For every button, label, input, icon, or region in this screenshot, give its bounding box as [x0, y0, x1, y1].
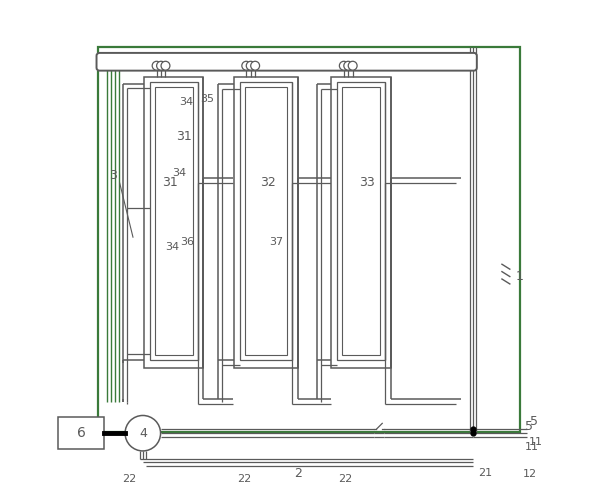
Text: 22: 22 — [122, 474, 136, 484]
Text: 4: 4 — [139, 427, 147, 440]
Text: 31: 31 — [162, 176, 178, 190]
Text: 1: 1 — [516, 270, 524, 283]
Text: 2: 2 — [294, 467, 302, 480]
Text: 11: 11 — [529, 437, 542, 447]
Bar — [245, 87, 287, 355]
Text: 22: 22 — [237, 474, 251, 484]
Text: 36: 36 — [180, 237, 194, 247]
Text: 11: 11 — [524, 442, 539, 452]
Text: 33: 33 — [359, 176, 375, 190]
Circle shape — [348, 61, 357, 70]
Text: 37: 37 — [269, 237, 283, 247]
Text: 31: 31 — [176, 129, 191, 143]
Text: 12: 12 — [523, 469, 537, 479]
Circle shape — [152, 61, 161, 70]
Text: 35: 35 — [200, 94, 214, 104]
Bar — [150, 82, 197, 360]
Text: 21: 21 — [478, 468, 492, 478]
Bar — [234, 77, 298, 368]
Text: 34: 34 — [165, 242, 179, 252]
Text: 34: 34 — [179, 97, 193, 107]
Text: 22: 22 — [338, 474, 352, 484]
Bar — [240, 82, 292, 360]
Text: 32: 32 — [260, 176, 277, 190]
Text: 3: 3 — [109, 169, 117, 182]
Text: 5: 5 — [529, 415, 538, 428]
Circle shape — [161, 61, 170, 70]
Text: 5: 5 — [524, 420, 533, 433]
Bar — [144, 77, 203, 368]
Circle shape — [125, 415, 160, 451]
Bar — [58, 417, 104, 449]
FancyBboxPatch shape — [97, 53, 477, 71]
Circle shape — [246, 61, 255, 70]
Bar — [98, 47, 520, 432]
Bar — [155, 87, 193, 355]
Circle shape — [157, 61, 166, 70]
Bar — [342, 87, 380, 355]
Text: 6: 6 — [76, 426, 85, 440]
Bar — [337, 82, 384, 360]
Circle shape — [344, 61, 353, 70]
Circle shape — [242, 61, 251, 70]
Circle shape — [339, 61, 348, 70]
Text: 34: 34 — [172, 168, 186, 178]
Bar — [331, 77, 390, 368]
Circle shape — [251, 61, 260, 70]
